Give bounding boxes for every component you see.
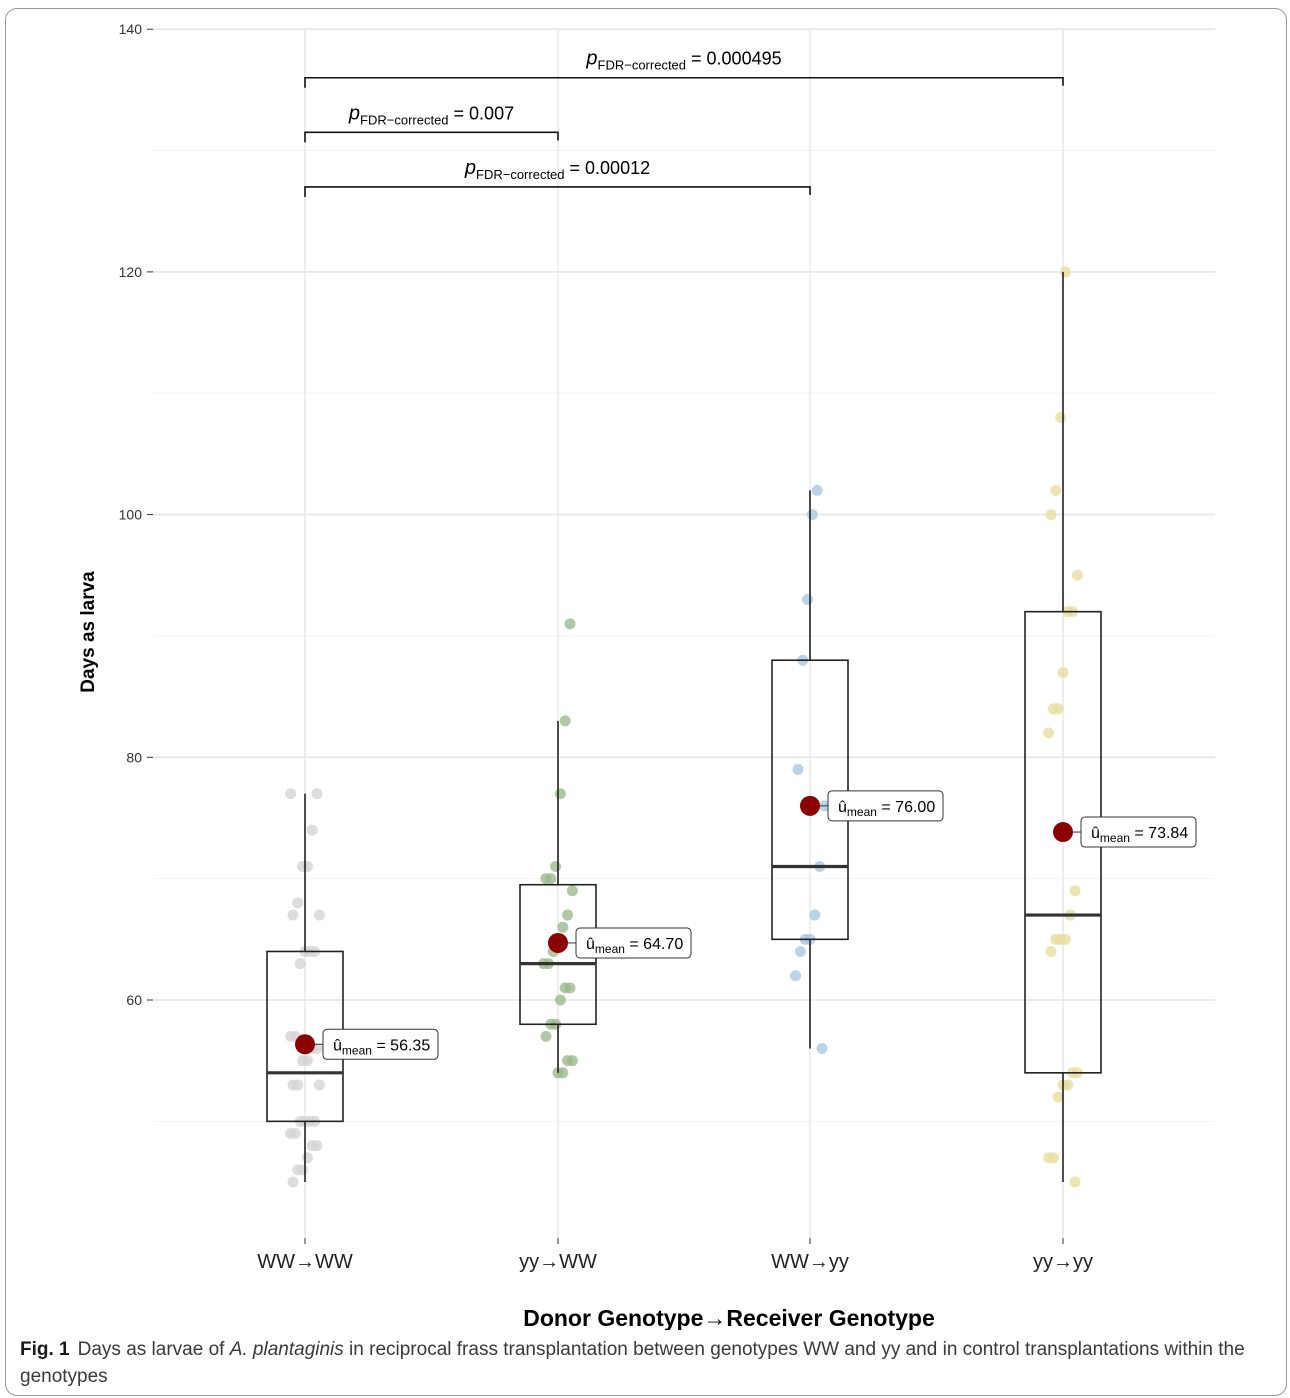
- data-point: [559, 715, 571, 727]
- data-point: [301, 1152, 313, 1164]
- mean-point: [800, 795, 820, 816]
- data-point: [285, 788, 297, 800]
- data-point: [794, 945, 806, 957]
- caption-lead: Fig. 1: [20, 1339, 70, 1360]
- data-point: [1050, 484, 1062, 496]
- data-point: [1045, 509, 1057, 521]
- data-point: [292, 1164, 304, 1176]
- data-point: [554, 994, 566, 1006]
- data-point: [313, 1079, 325, 1091]
- data-point: [313, 909, 325, 921]
- data-point: [306, 824, 318, 836]
- y-tick-label: 140: [119, 21, 143, 37]
- data-point: [809, 909, 821, 921]
- data-point: [1043, 1152, 1055, 1164]
- p-value-label: pFDR−corrected = 0.000495: [585, 48, 781, 73]
- mean-point: [1053, 822, 1073, 843]
- caption-text-after: in reciprocal frass transplantation betw…: [20, 1339, 1245, 1387]
- data-point: [311, 788, 323, 800]
- data-point: [294, 958, 306, 970]
- grid: [153, 28, 1215, 1238]
- mean-label: ûmean = 56.35: [333, 1037, 430, 1057]
- mean-point: [548, 932, 568, 953]
- boxplot-chart: 60 80 100 120 140 ûmean = 56.35 ûmean = 64.70…: [78, 21, 1215, 1330]
- data-point: [287, 909, 299, 921]
- data-point: [297, 861, 309, 873]
- data-point: [566, 885, 578, 897]
- data-point: [540, 1030, 552, 1042]
- data-point: [306, 1140, 318, 1152]
- x-tick-label: yy→yy: [1033, 1251, 1093, 1273]
- data-point: [562, 909, 574, 921]
- mean-point: [295, 1034, 315, 1055]
- caption-species: A. plantaginis: [229, 1339, 344, 1360]
- caption-text-before: Days as larvae of: [77, 1339, 230, 1360]
- data-point: [811, 484, 823, 496]
- p-value-label: pFDR−corrected = 0.00012: [464, 157, 650, 182]
- mean-markers: ûmean = 56.35 ûmean = 64.70 ûmean = 76.00 û…: [295, 790, 1197, 1060]
- data-point: [285, 1127, 297, 1139]
- y-tick-label: 120: [119, 264, 143, 280]
- y-axis-label: Days as larva: [78, 571, 99, 693]
- data-point: [802, 594, 814, 606]
- data-point: [1043, 727, 1055, 739]
- x-tick-label: WW→WW: [257, 1251, 353, 1273]
- data-point: [1071, 569, 1083, 581]
- data-point: [297, 1055, 309, 1067]
- data-point: [806, 509, 818, 521]
- data-point: [790, 970, 802, 982]
- data-point: [292, 897, 304, 909]
- y-tick-label: 80: [126, 749, 142, 765]
- mean-label: ûmean = 73.84: [1091, 825, 1188, 845]
- data-point: [1045, 945, 1057, 957]
- data-point: [1069, 885, 1081, 897]
- bracket-line: [304, 131, 559, 143]
- mean-label-box: [322, 1028, 439, 1060]
- significance-brackets: pFDR−corrected = 0.000495 pFDR−corrected …: [304, 48, 1064, 197]
- data-point: [557, 921, 569, 933]
- data-point: [1052, 1091, 1064, 1103]
- data-point: [562, 1055, 574, 1067]
- data-point: [287, 1176, 299, 1188]
- data-point: [792, 763, 804, 775]
- figure-caption: Fig. 1 Days as larvae of A. plantaginis i…: [20, 1336, 1270, 1390]
- data-point: [1050, 933, 1062, 945]
- boxes: [266, 271, 1102, 1183]
- data-point: [816, 1043, 828, 1055]
- data-point: [554, 788, 566, 800]
- figure-frame: [5, 8, 1287, 1396]
- x-tick-label: WW→yy: [771, 1251, 849, 1273]
- data-point: [540, 873, 552, 885]
- data-point: [1059, 266, 1071, 278]
- data-point: [285, 1030, 297, 1042]
- mean-label: ûmean = 64.70: [586, 936, 683, 956]
- y-tick-label: 100: [119, 507, 143, 523]
- data-point: [564, 618, 576, 630]
- data-point: [1057, 666, 1069, 678]
- data-point: [550, 861, 562, 873]
- mean-label-box: [1080, 816, 1197, 848]
- x-tick-label: yy→WW: [519, 1251, 597, 1273]
- bracket-line: [304, 76, 1064, 88]
- data-point: [1069, 1176, 1081, 1188]
- p-value-label: pFDR−corrected = 0.007: [348, 102, 514, 127]
- mean-label: ûmean = 76.00: [838, 799, 935, 819]
- mean-label-box: [827, 790, 944, 822]
- data-point: [1055, 412, 1067, 424]
- bracket-line: [304, 186, 811, 197]
- data-point: [559, 982, 571, 994]
- x-axis: WW→WW yy→WW WW→yy yy→yy: [257, 1238, 1093, 1273]
- x-axis-label: Donor Genotype→Receiver Genotype: [523, 1305, 935, 1330]
- mean-label-box: [575, 927, 692, 959]
- data-point: [1047, 703, 1059, 715]
- data-point: [287, 1079, 299, 1091]
- y-tick-label: 60: [126, 992, 142, 1008]
- y-axis: 60 80 100 120 140: [119, 21, 153, 1008]
